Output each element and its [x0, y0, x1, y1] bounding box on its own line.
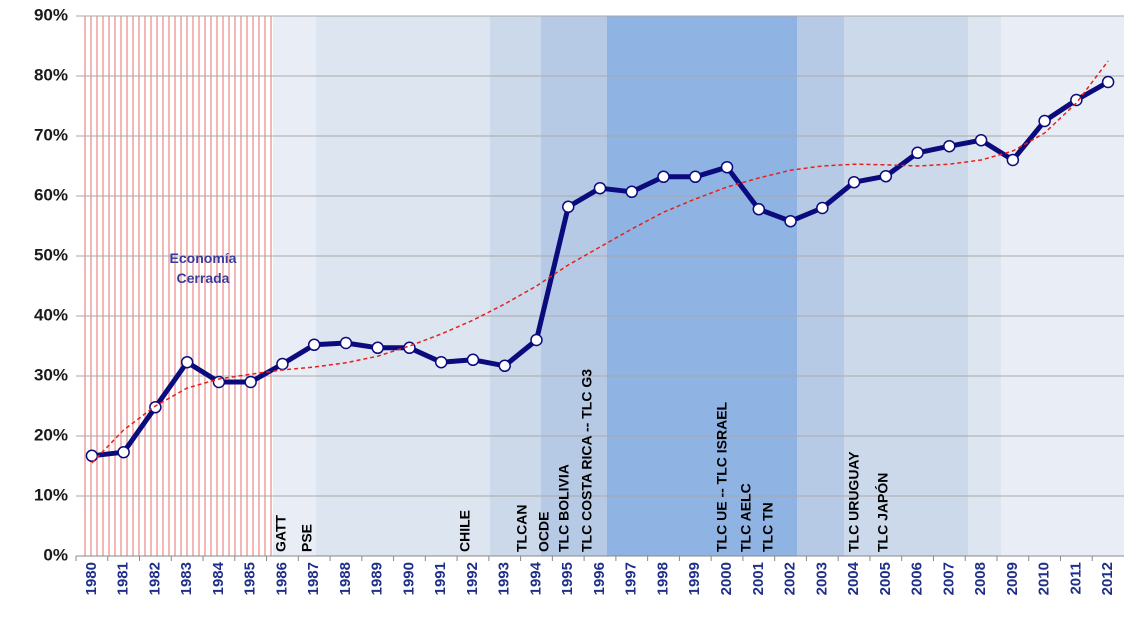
annotation: PSE [299, 524, 315, 552]
point [149, 400, 162, 414]
x-tick-label: 2008 [972, 562, 989, 595]
y-tick-label: 50% [34, 245, 68, 264]
x-tick-label: 2000 [718, 562, 735, 595]
x-tick-label: 1990 [400, 562, 417, 595]
point [466, 353, 480, 367]
x-tick-label: 1999 [686, 562, 703, 595]
y-tick-label: 70% [34, 125, 68, 144]
x-tick-label: 1989 [369, 562, 386, 595]
point [752, 202, 766, 216]
point [530, 333, 543, 347]
x-tick-label: 1980 [83, 562, 100, 595]
x-tick-label: 1982 [146, 562, 163, 595]
x-tick-label: 1993 [496, 562, 513, 595]
point [943, 139, 956, 153]
annotation: TLC JAPÓN [874, 473, 891, 552]
point [276, 357, 289, 371]
point [816, 201, 829, 215]
x-tick-label: 1984 [210, 561, 227, 595]
point [180, 355, 194, 369]
x-tick-label: 2012 [1099, 562, 1116, 595]
point [974, 133, 988, 147]
x-tick-label: 1985 [242, 562, 259, 595]
annotation: TLC UE -- TLC ISRAEL [714, 401, 730, 552]
point [561, 200, 575, 214]
annotation: TLC AELC [738, 483, 754, 552]
point [847, 175, 861, 189]
annotation: TLC BOLIVIA [556, 464, 572, 552]
annotation: TLC URUGUAY [846, 451, 862, 552]
x-tick-label: 2001 [750, 562, 767, 595]
y-tick-label: 80% [34, 65, 68, 84]
x-tick-label: 1983 [178, 562, 195, 595]
point [307, 338, 321, 352]
point [244, 375, 257, 389]
x-tick-label: 2004 [845, 561, 862, 595]
series-line [91, 60, 1109, 464]
x-tick-label: 2011 [1067, 562, 1084, 595]
y-tick-label: 0% [43, 545, 68, 564]
annotation: GATT [273, 514, 289, 552]
x-tick-label: 1995 [559, 562, 576, 595]
background-bands [80, 16, 1124, 556]
x-tick-label: 1992 [464, 562, 481, 595]
point [625, 185, 639, 199]
x-tick-label: 2006 [909, 562, 926, 595]
point [371, 341, 384, 355]
point [720, 160, 734, 174]
annotation: OCDE [536, 512, 552, 552]
y-tick-label: 30% [34, 365, 68, 384]
x-tick-label: 2010 [1036, 562, 1053, 595]
point [85, 449, 99, 463]
point [689, 170, 702, 184]
region-label: Cerrada [177, 270, 230, 286]
point [1101, 75, 1115, 89]
x-tick-label: 1998 [654, 562, 671, 595]
point [339, 336, 353, 350]
y-tick-label: 20% [34, 425, 68, 444]
point [434, 355, 448, 369]
x-tick-label: 1997 [623, 562, 640, 595]
annotation: TLC COSTA RICA -- TLC G3 [579, 369, 595, 552]
point [1006, 153, 1020, 167]
annotation: TLCAN [514, 505, 530, 552]
point [117, 445, 130, 459]
point [879, 169, 893, 183]
y-tick-label: 60% [34, 185, 68, 204]
x-tick-label: 1986 [273, 562, 290, 595]
x-tick-label: 1996 [591, 562, 608, 595]
x-tick-label: 2009 [1004, 562, 1021, 595]
x-tick-label: 2005 [877, 562, 894, 595]
x-tick-label: 1991 [432, 562, 449, 595]
region-label: Economía [170, 250, 237, 266]
x-tick-label: 2003 [813, 562, 830, 595]
point [212, 375, 226, 389]
y-tick-label: 40% [34, 305, 68, 324]
x-tick-label: 1994 [527, 561, 544, 595]
y-tick-label: 10% [34, 485, 68, 504]
x-tick-label: 1988 [337, 562, 354, 595]
annotation: TLC TN [760, 502, 776, 552]
point [1070, 93, 1083, 107]
point [1038, 114, 1051, 128]
point [593, 181, 607, 195]
x-tick-label: 2007 [940, 562, 957, 595]
point [657, 170, 670, 184]
x-tick-label: 1987 [305, 562, 322, 595]
y-tick-label: 90% [34, 5, 68, 24]
x-tick-label: 1981 [115, 562, 132, 595]
point [784, 214, 797, 228]
point [911, 146, 924, 160]
point [498, 359, 511, 373]
annotation: CHILE [457, 510, 473, 552]
x-tick-label: 2002 [782, 562, 799, 595]
